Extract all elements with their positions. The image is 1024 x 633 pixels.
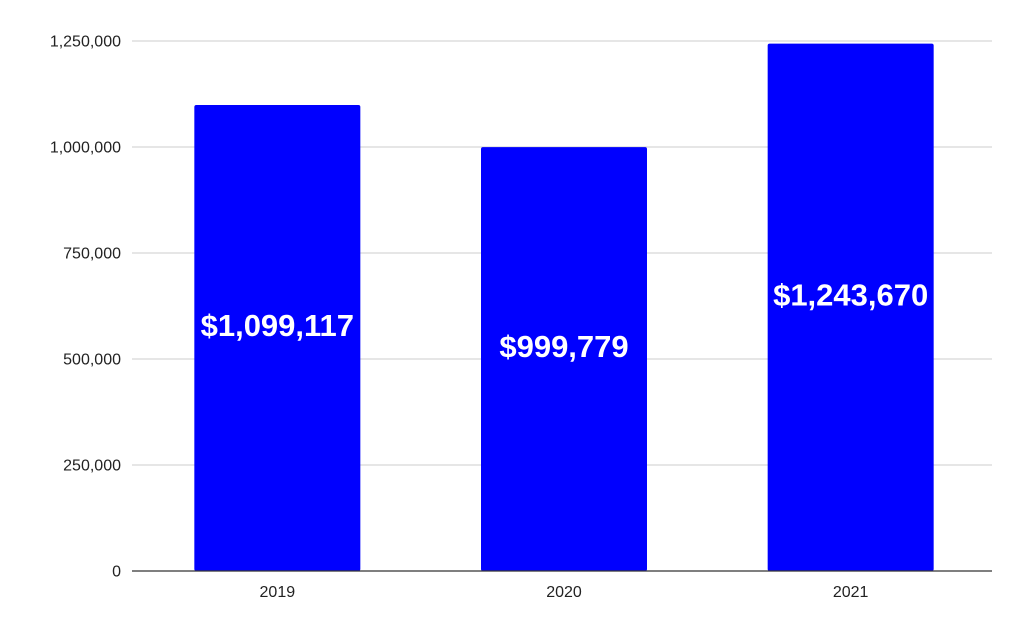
y-tick-label: 1,000,000 — [50, 140, 121, 157]
bar-2021 — [767, 43, 934, 572]
x-tick-label: 2021 — [833, 584, 869, 601]
y-tick-label: 1,250,000 — [50, 34, 121, 51]
y-tick-label: 750,000 — [63, 246, 121, 263]
data-label-2019: $1,099,117 — [201, 308, 354, 343]
bar-2019 — [194, 104, 361, 571]
x-tick-label: 2020 — [546, 584, 582, 601]
y-tick-label: 250,000 — [63, 458, 121, 475]
bar-2020 — [481, 147, 647, 572]
x-axis-ticks: 2019 2020 2021 — [260, 584, 869, 601]
y-tick-label: 500,000 — [63, 352, 121, 369]
y-tick-label: 0 — [112, 564, 121, 581]
bars: $1,099,117 $999,779 $1,243,670 — [194, 43, 934, 572]
data-label-2020: $999,779 — [499, 329, 628, 364]
x-tick-label: 2019 — [260, 584, 296, 601]
y-axis-ticks: 0 250,000 500,000 750,000 1,000,000 1,250,000 — [50, 34, 121, 581]
data-label-2021: $1,243,670 — [773, 277, 928, 312]
